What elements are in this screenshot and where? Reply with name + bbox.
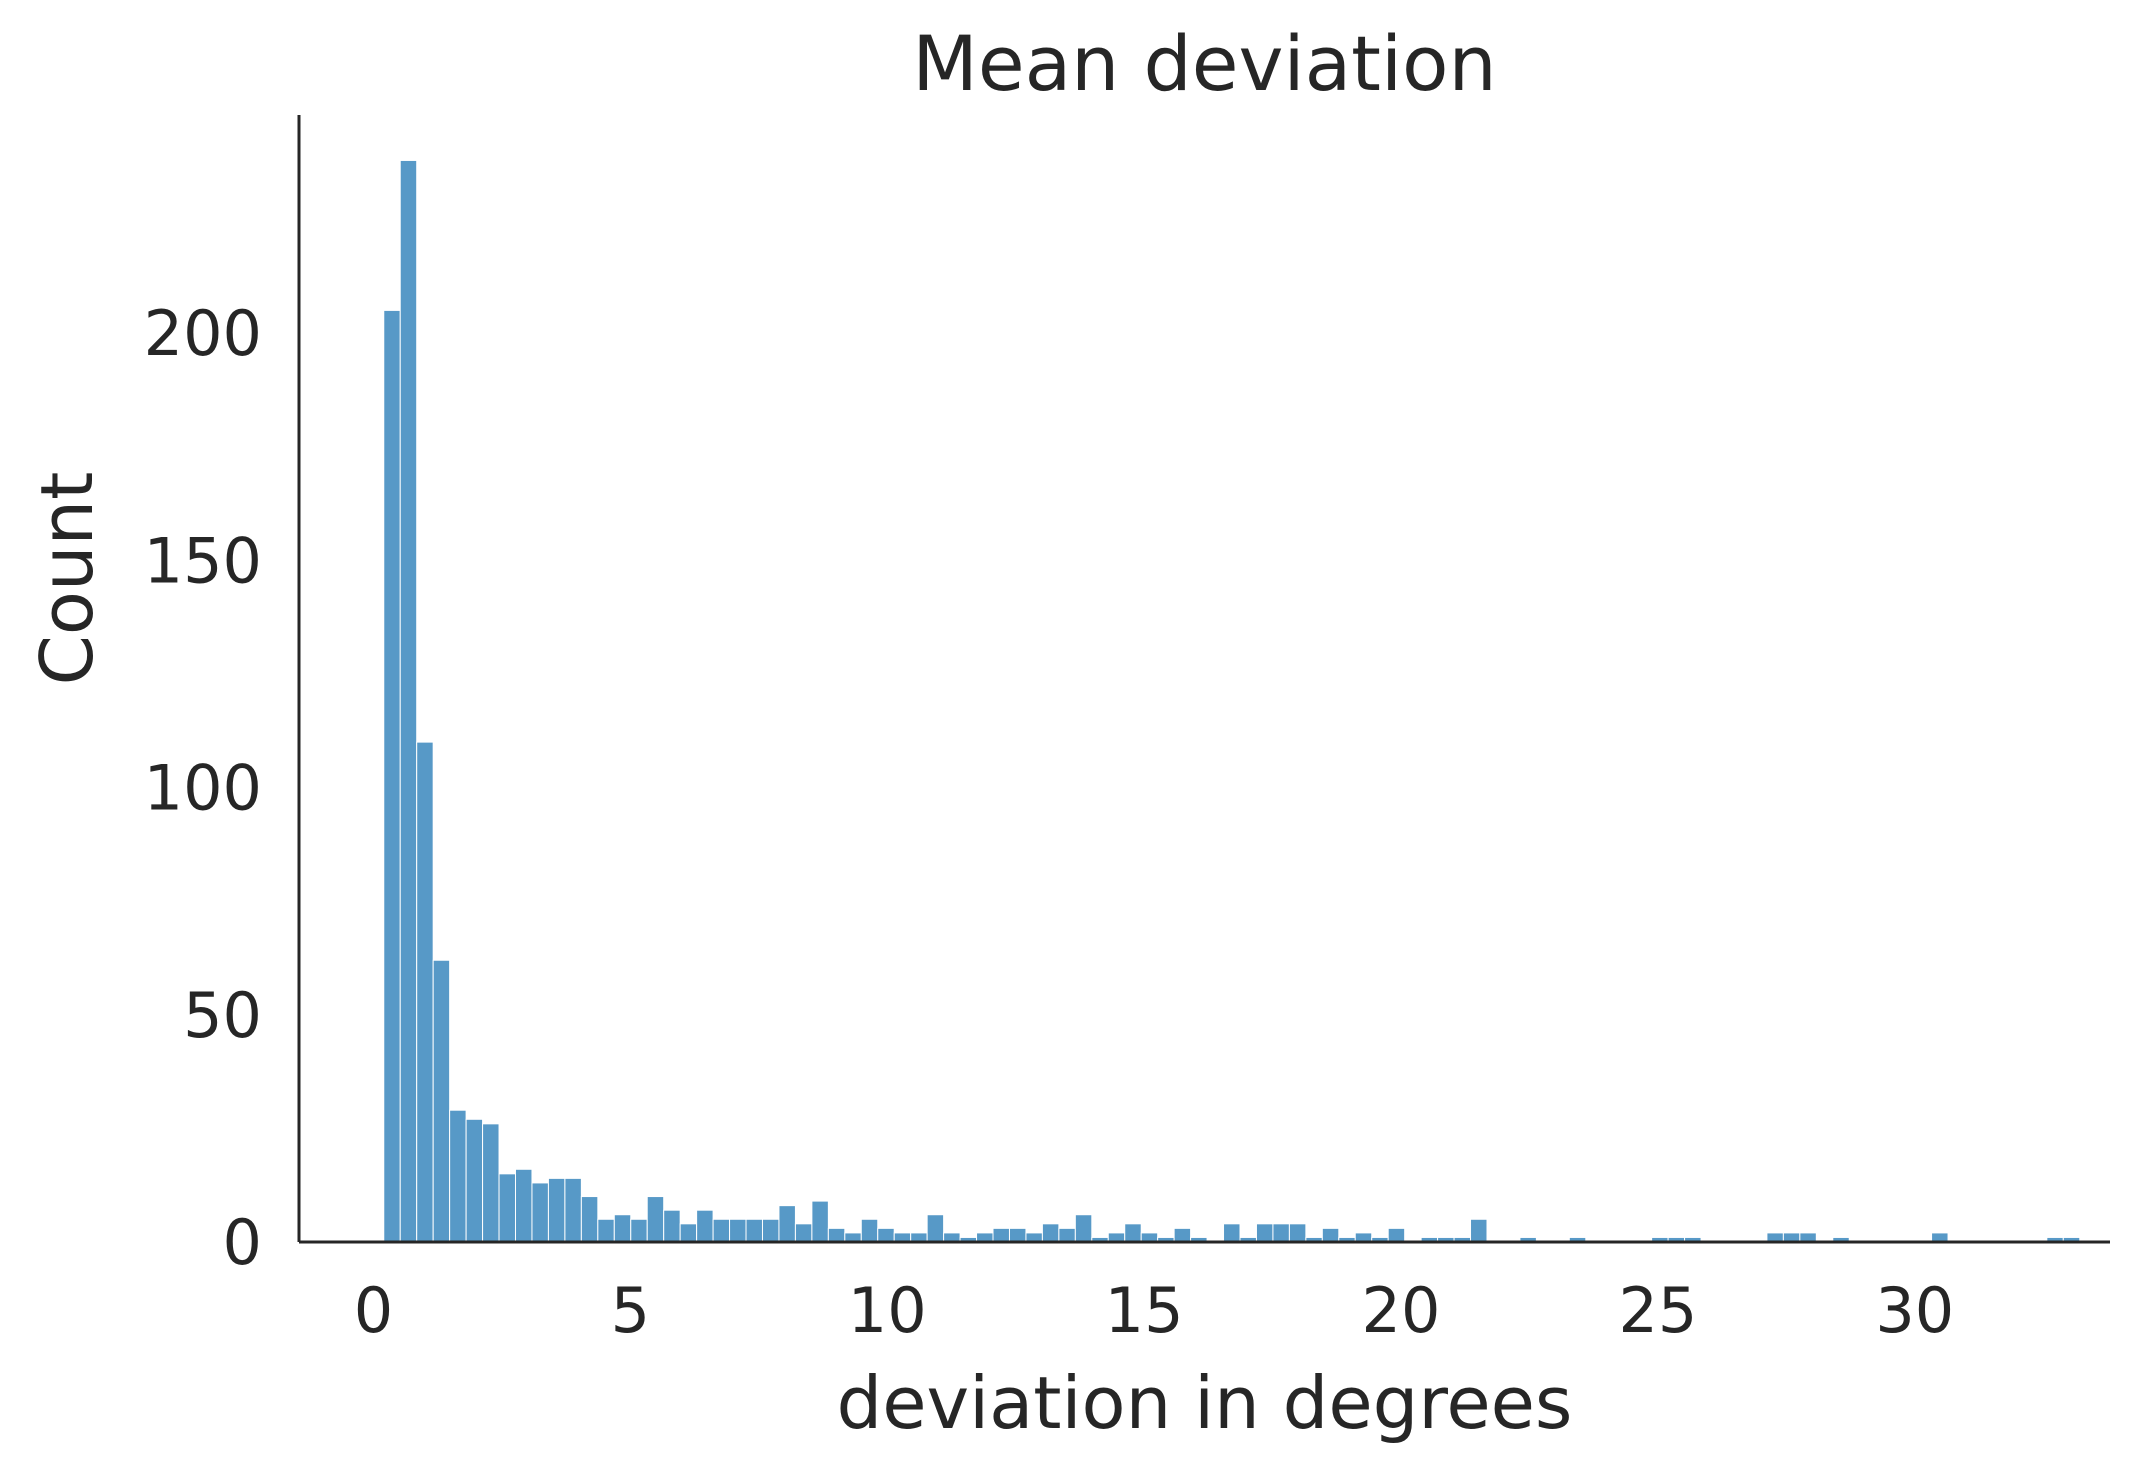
histogram-bar [663, 1209, 681, 1243]
histogram-bar [1470, 1218, 1488, 1243]
y-axis-title: Count [25, 472, 109, 686]
histogram-bar [679, 1223, 698, 1243]
histogram-bar [1272, 1223, 1290, 1243]
histogram-bar [860, 1218, 879, 1243]
histogram-bar [1288, 1223, 1307, 1243]
histogram-bar [811, 1200, 829, 1243]
histogram-bar [696, 1209, 714, 1243]
histogram-bar [498, 1173, 516, 1243]
y-tick-label: 0 [223, 1206, 262, 1279]
histogram-bar [514, 1168, 533, 1243]
chart-title: Mean deviation [912, 19, 1496, 108]
x-tick-label: 5 [611, 1274, 650, 1347]
y-tick-label: 200 [144, 297, 262, 370]
y-tick-label: 150 [144, 524, 262, 597]
histogram-bar [745, 1218, 763, 1243]
histogram-bar [1041, 1223, 1060, 1243]
histogram-bar [1173, 1227, 1192, 1243]
histogram-bar [827, 1227, 846, 1243]
y-tick-label: 50 [183, 979, 262, 1052]
histogram-bar [580, 1196, 599, 1243]
histogram-bar [1255, 1223, 1274, 1243]
histogram-bar [794, 1223, 813, 1243]
histogram-bar [1321, 1227, 1340, 1243]
x-axis-title: deviation in degrees [837, 1361, 1573, 1445]
x-tick-labels: 0 5 10 15 20 25 30 [354, 1274, 1954, 1347]
x-tick-label: 15 [1105, 1274, 1184, 1347]
x-tick-label: 10 [848, 1274, 927, 1347]
histogram-bar [547, 1177, 566, 1243]
x-tick-label: 30 [1875, 1274, 1954, 1347]
histogram-bar [729, 1218, 747, 1243]
x-tick-label: 20 [1362, 1274, 1441, 1347]
histogram-bar [531, 1182, 549, 1243]
y-tick-label: 100 [144, 752, 262, 825]
histogram-bar [1008, 1227, 1027, 1243]
histogram-bar [399, 159, 418, 1243]
x-tick-label: 25 [1618, 1274, 1697, 1347]
histogram-bar [761, 1218, 780, 1243]
histogram-bar [926, 1214, 945, 1243]
histogram-bar [712, 1218, 731, 1243]
histogram-bar [1074, 1214, 1093, 1243]
histogram-bar [416, 741, 434, 1243]
histogram-bar [613, 1214, 632, 1243]
histogram-bar [1387, 1227, 1406, 1243]
histogram-bar [1058, 1227, 1076, 1243]
y-tick-labels: 0 50 100 150 200 [144, 297, 262, 1279]
histogram-bar [992, 1227, 1010, 1243]
histogram-bar [597, 1218, 615, 1243]
x-tick-label: 0 [354, 1274, 393, 1347]
histogram-bar [646, 1196, 665, 1243]
histogram-bar [1223, 1223, 1241, 1243]
histogram-bar [778, 1205, 796, 1243]
histogram-bar [1124, 1223, 1142, 1243]
histogram-bar [630, 1218, 648, 1243]
histogram-bar [449, 1109, 467, 1243]
bars-layer [383, 159, 2081, 1243]
histogram-bar [482, 1123, 500, 1243]
histogram-bar [383, 309, 401, 1243]
histogram-bar [564, 1177, 582, 1243]
histogram-bar [465, 1118, 484, 1243]
histogram-bar [877, 1227, 895, 1243]
histogram-bar [432, 959, 451, 1243]
